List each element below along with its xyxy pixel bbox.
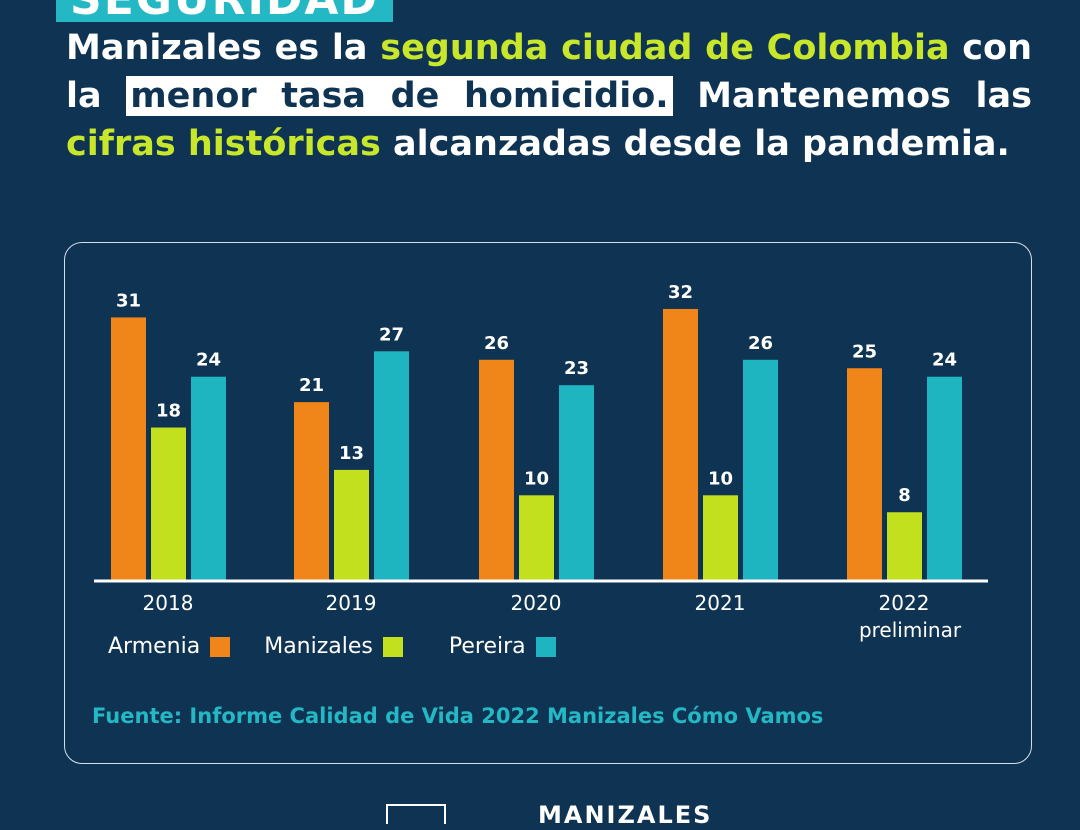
bar-pereira-2022 <box>927 376 962 580</box>
section-tag: SEGURIDAD <box>56 0 393 22</box>
data-label-armenia-2019: 21 <box>299 375 324 396</box>
headline-part-3: con la <box>66 28 1032 116</box>
footer-logo-icon <box>386 804 446 824</box>
bar-armenia-2018 <box>111 317 146 580</box>
data-label-pereira-2019: 27 <box>379 324 404 345</box>
data-label-manizales-2019: 13 <box>339 443 364 464</box>
bar-armenia-2021 <box>663 308 698 580</box>
data-label-armenia-2020: 26 <box>484 333 509 354</box>
x-tick-label-2018: 2018 <box>143 591 194 615</box>
data-label-manizales-2021: 10 <box>708 468 733 489</box>
legend-item-pereira: Pereira <box>449 634 556 659</box>
legend-swatch-manizales <box>382 636 403 657</box>
headline-highlight-cifras: cifras históricas <box>66 124 381 164</box>
bar-pereira-2020 <box>559 385 594 580</box>
source-note: Fuente: Informe Calidad de Vida 2022 Man… <box>92 704 824 728</box>
data-label-pereira-2020: 23 <box>564 358 589 379</box>
bar-manizales-2018 <box>151 427 186 580</box>
x-tick-label-2019: 2019 <box>326 591 377 615</box>
legend-label-armenia: Armenia <box>108 634 201 659</box>
bar-manizales-2019 <box>334 469 369 580</box>
x-tick-label-2022: 2022 <box>879 591 930 615</box>
data-label-manizales-2022: 8 <box>898 485 911 506</box>
legend-item-manizales: Manizales <box>264 634 403 659</box>
bar-manizales-2022 <box>887 512 922 580</box>
bar-pereira-2019 <box>374 351 409 580</box>
bar-chart: 3118242018211327201926102320203210262021… <box>94 282 988 642</box>
headline-highlight-segunda-ciudad: segunda ciudad de Colombia <box>380 28 950 68</box>
bar-armenia-2020 <box>479 359 514 580</box>
legend-swatch-armenia <box>210 636 231 657</box>
bar-manizales-2021 <box>703 495 738 580</box>
chart-panel <box>64 242 1032 764</box>
data-label-armenia-2021: 32 <box>668 282 693 303</box>
data-label-pereira-2021: 26 <box>748 333 773 354</box>
data-label-pereira-2022: 24 <box>932 350 957 371</box>
bar-pereira-2021 <box>743 359 778 580</box>
bar-pereira-2018 <box>191 376 226 580</box>
headline-part-1: Manizales es la <box>66 28 381 68</box>
headline-highlight-menor-tasa: menor tasa de homicidio. <box>126 76 673 116</box>
data-label-armenia-2022: 25 <box>852 341 877 362</box>
x-tick-label-2021: 2021 <box>695 591 746 615</box>
data-label-pereira-2018: 24 <box>196 350 221 371</box>
legend-item-armenia: Armenia <box>108 634 231 659</box>
legend-label-pereira: Pereira <box>448 634 526 659</box>
data-label-manizales-2018: 18 <box>156 401 181 422</box>
data-label-armenia-2018: 31 <box>116 290 141 311</box>
legend-swatch-pereira <box>535 636 556 657</box>
headline: Manizales es la segunda ciudad de Colomb… <box>66 24 1032 168</box>
headline-part-5: Mantenemos las <box>672 76 1032 116</box>
legend-label-manizales: Manizales <box>264 634 373 659</box>
bar-manizales-2020 <box>519 495 554 580</box>
footer-brand: MANIZALES <box>538 801 713 829</box>
x-tick-label-2020: 2020 <box>511 591 562 615</box>
bar-armenia-2019 <box>294 402 329 580</box>
x-tick-sublabel-2022: preliminar <box>859 618 962 642</box>
legend: Armenia Manizales Pereira <box>108 634 590 659</box>
headline-part-7: alcanzadas desde la pandemia. <box>380 124 1010 164</box>
data-label-manizales-2020: 10 <box>524 468 549 489</box>
bar-armenia-2022 <box>847 368 882 580</box>
